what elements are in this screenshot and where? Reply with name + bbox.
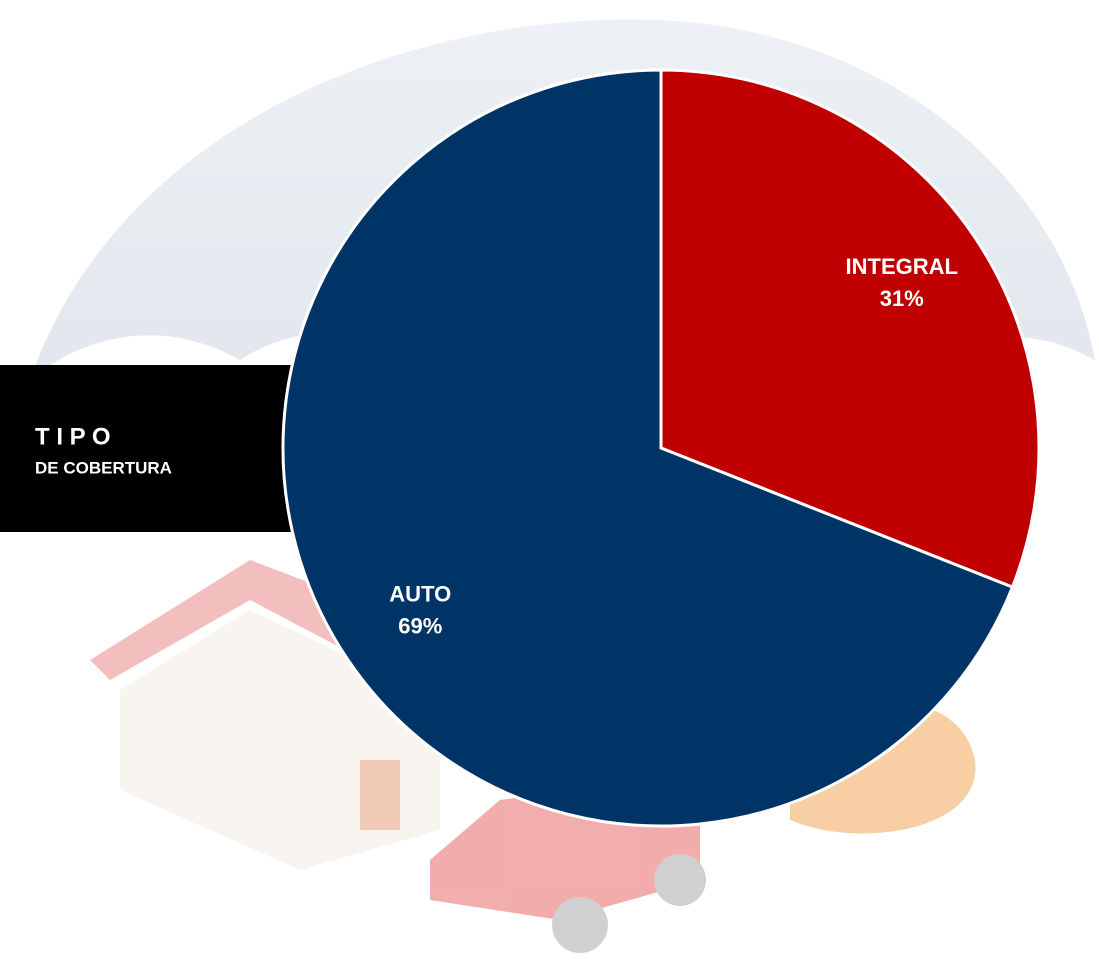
pie-slice [659,68,1041,590]
chart-title: T I P O [35,423,111,450]
pie-slice [281,68,1015,828]
slice-value-label: 31% [880,286,924,311]
slice-category-label: AUTO [389,581,451,606]
title-box [0,365,300,532]
slice-value-label: 69% [398,613,442,638]
chart-subtitle: DE COBERTURA [35,458,172,477]
car-wheel [552,897,608,953]
pie: INTEGRAL 31% AUTO 69% [281,68,1041,828]
house-door [360,760,400,830]
car-wheel [654,854,706,906]
slice-category-label: INTEGRAL [846,254,958,279]
